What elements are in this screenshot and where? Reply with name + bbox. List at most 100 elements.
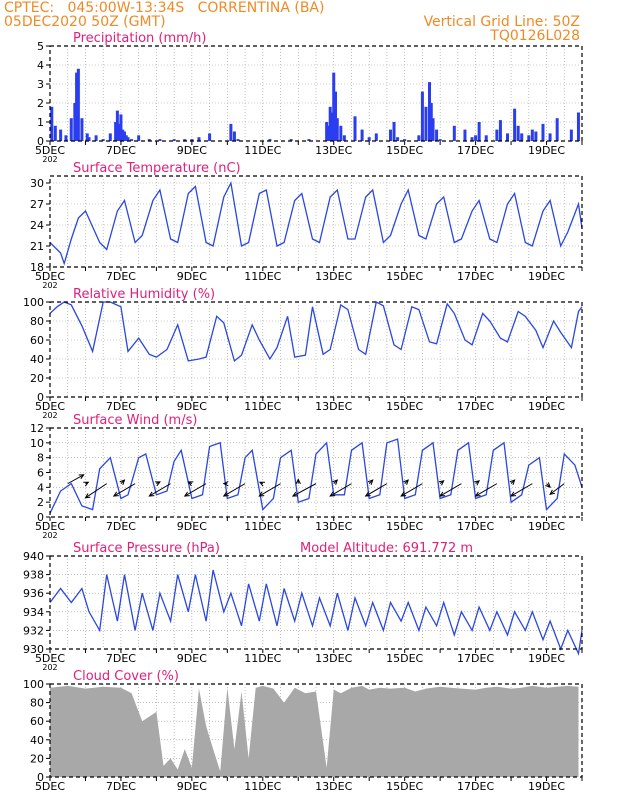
y-tick-label: 80: [30, 697, 44, 710]
precip-bar: [498, 120, 502, 141]
panel-title: Precipitation (mm/h): [73, 31, 206, 46]
x-tick-label: 13DEC: [315, 144, 352, 157]
x-tick-label: 7DEC: [106, 652, 136, 665]
wind-arrow-head: [367, 479, 374, 485]
x-tick-label: 13DEC: [315, 652, 352, 665]
precip-bar: [452, 125, 456, 141]
x-tick-label: 13DEC: [315, 270, 352, 283]
panel-annotation: Model Altitude: 691.772 m: [300, 541, 473, 556]
precip-bar: [76, 68, 80, 141]
precip-bar: [69, 118, 73, 141]
y-tick-label: 0: [37, 771, 44, 784]
x-tick-label: 5DEC: [35, 270, 65, 283]
x-tick-label: 11DEC: [244, 400, 281, 413]
precip-bar: [197, 137, 201, 141]
y-tick-label: 27: [30, 198, 44, 211]
panel-title: Surface Temperature (nC): [73, 161, 241, 176]
y-tick-label: 100: [23, 678, 44, 691]
x-tick-label: 5DEC: [35, 144, 65, 157]
precip-bar: [360, 129, 364, 141]
precip-bar: [85, 133, 89, 141]
y-tick-label: 2: [37, 97, 44, 110]
precip-bar: [438, 139, 442, 141]
panel-title: Cloud Cover (%): [73, 669, 179, 684]
x-tick-label: 17DEC: [457, 780, 494, 793]
precip-bar: [328, 106, 332, 141]
y-tick-label: 40: [30, 734, 44, 747]
x-tick-label: 9DEC: [177, 400, 207, 413]
wind-arrow-head: [112, 491, 119, 497]
precip-bar: [417, 135, 421, 141]
wind-arrow-head: [295, 478, 301, 485]
x-tick-label: 7DEC: [106, 400, 136, 413]
wind-arrow-head: [510, 491, 517, 497]
precip-bar: [289, 139, 293, 141]
y-tick-label: 936: [23, 587, 44, 600]
y-tick-label: 4: [37, 59, 44, 72]
precip-bar: [326, 125, 330, 141]
wind-arrow: [439, 483, 462, 497]
y-tick-label: 20: [30, 752, 44, 765]
y-tick-label: 4: [37, 481, 44, 494]
series-line: [49, 569, 583, 656]
x-tick-label: 7DEC: [106, 780, 136, 793]
cloud-cover-area: [50, 685, 579, 777]
wind-arrow-head: [332, 479, 339, 485]
precip-bar: [117, 123, 121, 141]
precip-bar: [130, 139, 134, 141]
precip-bar: [126, 137, 130, 141]
precip-bar: [115, 110, 119, 141]
precip-bar: [122, 131, 126, 141]
wind-arrow: [510, 483, 533, 497]
precip-bar: [339, 125, 343, 141]
x-tick-label: 11DEC: [244, 520, 281, 533]
y-tick-label: 20: [30, 372, 44, 385]
precip-bar: [335, 118, 339, 141]
x-tick-label: 9DEC: [177, 780, 207, 793]
precip-bar: [75, 72, 79, 141]
wind-arrow-head: [291, 491, 298, 497]
precip-bar: [374, 133, 378, 141]
y-tick-label: 930: [23, 643, 44, 656]
wind-arrow: [475, 483, 498, 497]
y-tick-label: 0: [37, 511, 44, 524]
panel-2: 18 21 24 27 30 5DEC 7DEC 9DEC 11DEC 13DEC 15DEC 17D…: [30, 161, 583, 290]
precip-bar: [534, 131, 538, 141]
wind-arrow-head: [258, 481, 265, 487]
wind-arrow: [549, 483, 565, 495]
panel-frame: [49, 45, 583, 142]
precip-bar: [353, 116, 357, 141]
y-tick-label: 934: [23, 606, 44, 619]
wind-arrow-head: [119, 479, 126, 485]
x-tick-label: 19DEC: [528, 652, 565, 665]
precip-bar: [87, 137, 91, 141]
y-tick-label: 60: [30, 334, 44, 347]
x-tick-label: 19DEC: [528, 520, 565, 533]
x-tick-label: 9DEC: [177, 270, 207, 283]
x-tick-label: 17DEC: [457, 144, 494, 157]
wind-arrow-head: [148, 491, 155, 497]
wind-arrow-head: [509, 479, 516, 485]
precip-bar: [80, 118, 84, 141]
precip-bar: [506, 133, 510, 141]
precip-bar: [183, 139, 187, 141]
panel-title: Surface Wind (m/s): [73, 413, 197, 428]
precip-bar: [435, 129, 439, 141]
x-year-label: 202: [42, 411, 57, 420]
precip-bar: [424, 106, 428, 141]
wind-arrow: [400, 483, 423, 497]
panel-frame: [49, 175, 583, 268]
precip-bar: [50, 106, 54, 141]
precip-bar: [124, 135, 128, 141]
series-line: [49, 180, 583, 266]
panel-3: 0 20 40 60 80 100 5DEC 7DEC 9DEC 11DEC 13DEC 15DEC 1…: [23, 287, 583, 420]
precip-bar: [420, 91, 424, 141]
y-tick-label: 1: [37, 116, 44, 129]
wind-arrow: [85, 483, 108, 499]
precip-bar: [555, 118, 559, 141]
x-tick-label: 13DEC: [315, 520, 352, 533]
y-tick-label: 100: [23, 296, 44, 309]
precip-bar: [541, 123, 545, 141]
x-tick-label: 19DEC: [528, 144, 565, 157]
